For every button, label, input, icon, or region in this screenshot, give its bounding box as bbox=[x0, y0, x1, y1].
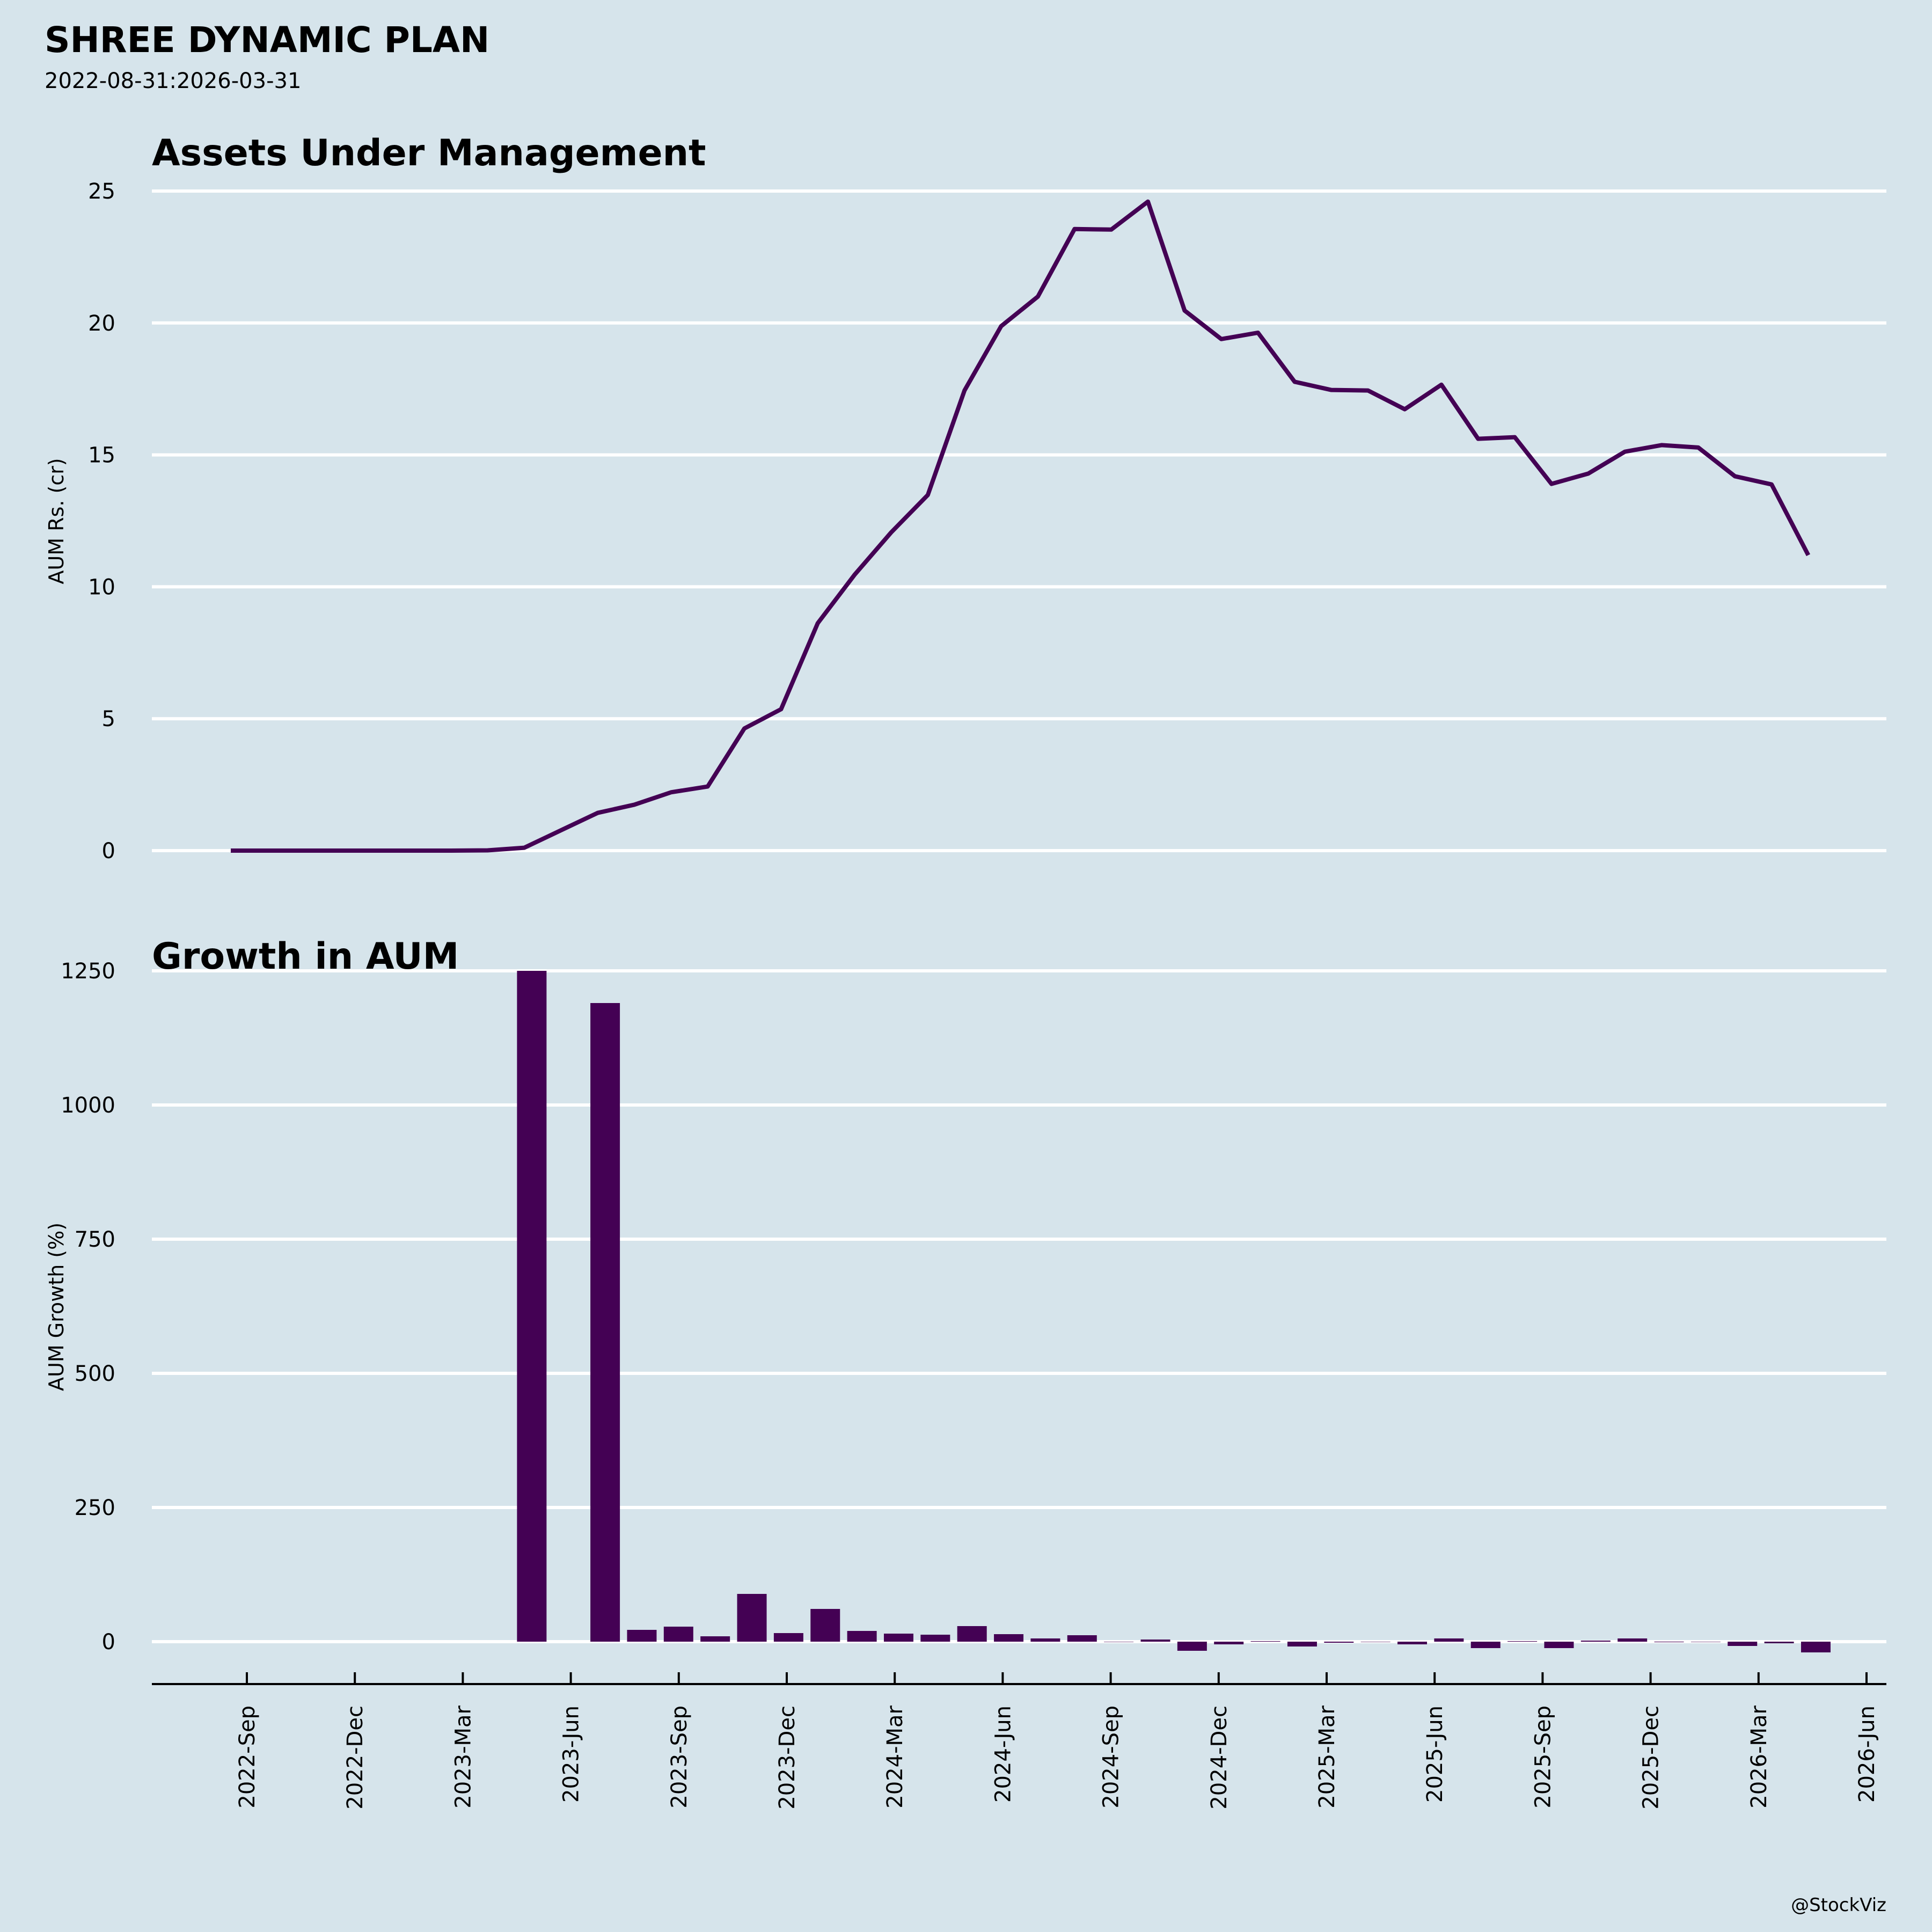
growth-bar bbox=[1287, 1642, 1317, 1646]
aum-y-tick-label: 20 bbox=[88, 311, 115, 336]
growth-y-tick-label: 500 bbox=[75, 1362, 115, 1386]
growth-bar bbox=[627, 1630, 657, 1642]
x-tick-label: 2025-Jun bbox=[1423, 1706, 1447, 1803]
aum-y-tick-label: 10 bbox=[88, 575, 115, 599]
growth-bar bbox=[1764, 1642, 1794, 1643]
x-tick-label: 2023-Sep bbox=[667, 1706, 692, 1809]
aum-y-ticks: 0 5 10 15 20 25 bbox=[88, 179, 115, 863]
chart-title: SHREE DYNAMIC PLAN bbox=[45, 19, 490, 61]
x-tick-label: 2023-Jun bbox=[559, 1706, 584, 1803]
x-tick-label: 2024-Dec bbox=[1207, 1706, 1232, 1810]
growth-bar bbox=[1397, 1642, 1428, 1644]
aum-panel: Assets Under Management 0 5 10 15 20 25 AUM R… bbox=[45, 132, 1886, 863]
growth-y-tick-label: 1000 bbox=[61, 1093, 115, 1118]
x-tick-label: 2022-Sep bbox=[235, 1706, 260, 1809]
growth-bar bbox=[517, 971, 547, 1642]
growth-bar bbox=[1544, 1642, 1574, 1648]
growth-bar bbox=[920, 1635, 950, 1642]
growth-bar bbox=[810, 1609, 840, 1642]
growth-bar bbox=[1067, 1635, 1097, 1642]
aum-line bbox=[231, 199, 1811, 853]
aum-y-axis-label: AUM Rs. (cr) bbox=[45, 458, 68, 584]
growth-y-tick-label: 0 bbox=[102, 1630, 115, 1655]
growth-bar bbox=[1140, 1640, 1170, 1642]
aum-y-tick-label: 5 bbox=[102, 707, 115, 731]
growth-bar bbox=[1728, 1642, 1758, 1646]
growth-bar bbox=[700, 1636, 730, 1642]
growth-y-tick-label: 250 bbox=[75, 1496, 115, 1520]
growth-bar bbox=[1801, 1642, 1831, 1652]
x-tick-label: 2025-Sep bbox=[1531, 1706, 1555, 1809]
growth-bar bbox=[1470, 1642, 1501, 1648]
x-axis-ticks: 2022-Sep 2022-Dec 2023-Mar 2023-Jun 2023-Sep… bbox=[235, 1672, 1879, 1810]
growth-bar bbox=[847, 1631, 877, 1642]
aum-gridlines bbox=[152, 189, 1886, 852]
growth-bar bbox=[1580, 1641, 1611, 1642]
aum-y-tick-label: 0 bbox=[102, 839, 115, 863]
growth-gridlines bbox=[152, 969, 1886, 1643]
credit-text: @StockViz bbox=[1791, 1894, 1886, 1916]
growth-bar bbox=[994, 1634, 1024, 1642]
x-tick-label: 2026-Jun bbox=[1855, 1706, 1879, 1803]
aum-series bbox=[230, 199, 1811, 853]
x-tick-label: 2024-Sep bbox=[1099, 1706, 1124, 1809]
growth-bar bbox=[1618, 1638, 1648, 1642]
growth-y-ticks: 0 250 500 750 1000 1250 bbox=[61, 959, 115, 1655]
growth-bar bbox=[1434, 1638, 1464, 1642]
growth-bar bbox=[663, 1627, 693, 1642]
growth-bar bbox=[1324, 1642, 1354, 1643]
growth-bar bbox=[773, 1633, 803, 1642]
growth-bar bbox=[957, 1626, 987, 1642]
growth-y-axis-label: AUM Growth (%) bbox=[45, 1223, 68, 1391]
growth-y-tick-label: 750 bbox=[75, 1227, 115, 1252]
growth-bar bbox=[1250, 1641, 1280, 1642]
x-tick-label: 2025-Dec bbox=[1639, 1706, 1664, 1810]
growth-bars bbox=[517, 971, 1831, 1652]
x-tick-label: 2024-Mar bbox=[883, 1705, 908, 1808]
growth-bar bbox=[590, 1003, 620, 1642]
x-tick-label: 2026-Mar bbox=[1747, 1705, 1772, 1808]
aum-y-tick-label: 25 bbox=[88, 179, 115, 204]
aum-panel-title: Assets Under Management bbox=[152, 132, 706, 174]
growth-bar bbox=[737, 1594, 767, 1642]
growth-y-tick-label: 1250 bbox=[61, 959, 115, 984]
x-tick-label: 2022-Dec bbox=[343, 1706, 368, 1810]
growth-bar bbox=[1177, 1642, 1207, 1651]
x-tick-label: 2024-Jun bbox=[991, 1706, 1015, 1803]
growth-bar bbox=[883, 1634, 913, 1642]
growth-bar bbox=[1507, 1641, 1538, 1642]
chart-subtitle: 2022-08-31:2026-03-31 bbox=[45, 69, 302, 93]
x-tick-label: 2023-Dec bbox=[775, 1706, 800, 1810]
x-tick-label: 2023-Mar bbox=[451, 1705, 475, 1808]
x-tick-label: 2025-Mar bbox=[1315, 1705, 1340, 1808]
growth-bar bbox=[1030, 1638, 1060, 1642]
aum-y-tick-label: 15 bbox=[88, 443, 115, 468]
growth-bar bbox=[1214, 1642, 1244, 1644]
